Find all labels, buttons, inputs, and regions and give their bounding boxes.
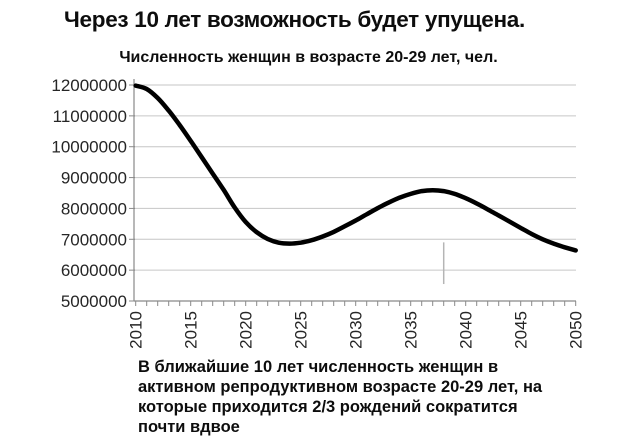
svg-text:2050: 2050 [567,311,586,349]
chart-title: Численность женщин в возрасте 20-29 лет,… [119,49,498,66]
svg-text:10000000: 10000000 [51,138,127,157]
svg-text:2015: 2015 [182,311,201,349]
caption-line-4: почти вдвое [138,418,240,436]
svg-text:2045: 2045 [512,311,531,349]
caption-line-2: активном репродуктивном возрасте 20-29 л… [138,378,543,396]
y-tick-labels: 5000000 6000000 7000000 8000000 9000000 10000… [51,76,127,311]
svg-text:12000000: 12000000 [51,76,127,95]
data-series-line [133,83,578,253]
axes [133,79,576,302]
y-tick-marks [129,84,135,302]
chart-caption: В ближайшие 10 лет численность женщин в … [138,357,590,437]
y-gridlines [134,84,576,271]
svg-text:2010: 2010 [127,311,146,349]
svg-text:2040: 2040 [457,311,476,349]
svg-text:9000000: 9000000 [61,169,127,188]
svg-text:11000000: 11000000 [53,107,127,126]
x-tick-marks [135,301,577,306]
svg-text:7000000: 7000000 [61,230,127,249]
svg-text:2035: 2035 [402,311,421,349]
svg-text:2020: 2020 [237,311,256,349]
caption-line-3: которые приходится 2/3 рождений сократит… [138,398,518,416]
svg-text:2025: 2025 [292,311,311,349]
svg-text:2030: 2030 [347,311,366,349]
svg-text:8000000: 8000000 [61,199,127,218]
svg-text:6000000: 6000000 [61,261,127,280]
svg-text:5000000: 5000000 [61,292,127,311]
slide-title: Через 10 лет возможность будет упущена. [64,7,525,32]
x-tick-labels: 2010 2015 2020 2025 2030 2035 2040 2045 2050 [127,311,586,349]
caption-line-1: В ближайшие 10 лет численность женщин в [138,358,499,376]
